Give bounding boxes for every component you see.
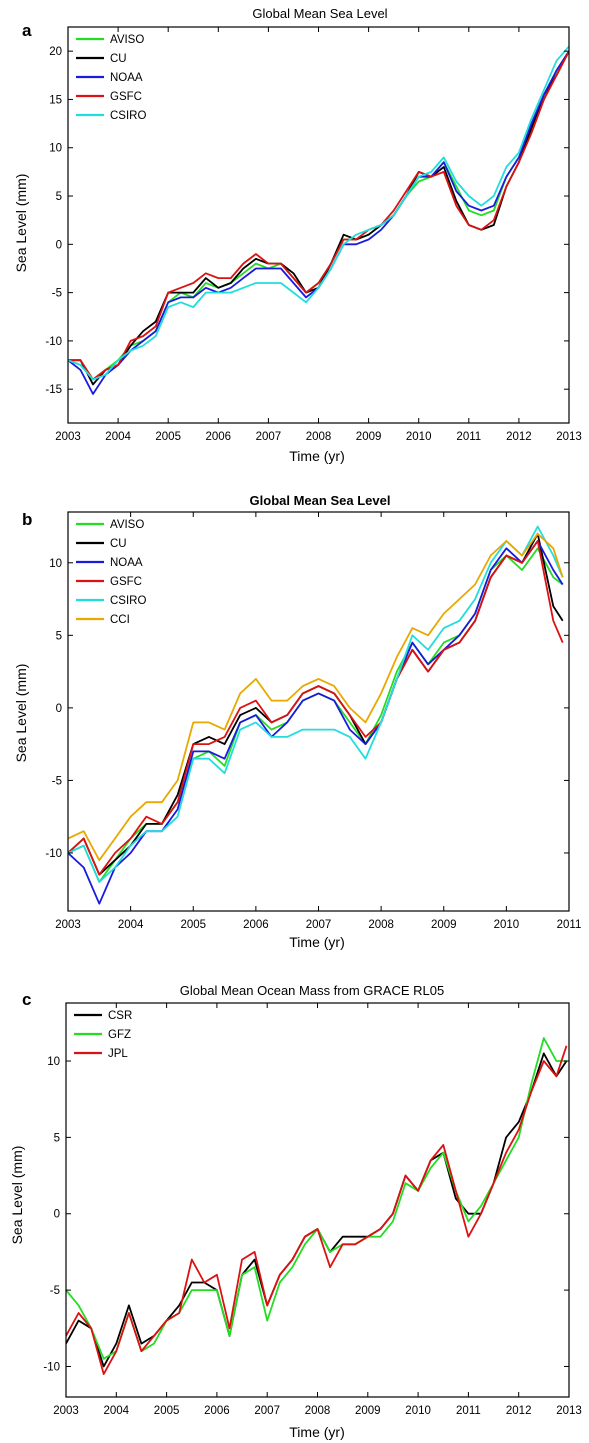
panel-a-xlabel: Time (yr) bbox=[289, 448, 344, 464]
panel-c-xtick-label: 2008 bbox=[305, 1405, 331, 1417]
panel-letter-c: c bbox=[22, 990, 31, 1009]
panel-a-ytick-label: 15 bbox=[49, 94, 62, 106]
panel-letter-a: a bbox=[22, 21, 32, 40]
panel-a-xtick-label: 2005 bbox=[155, 431, 181, 443]
panel-b-series-group bbox=[68, 525, 564, 905]
panel-a-ylabel: Sea Level (mm) bbox=[13, 174, 29, 273]
panel-c-title: Global Mean Ocean Mass from GRACE RL05 bbox=[180, 983, 444, 998]
panel-b-ytick-label: -5 bbox=[52, 775, 62, 787]
panel-c-xtick-label: 2011 bbox=[456, 1405, 481, 1417]
panel-a-title: Global Mean Sea Level bbox=[252, 6, 387, 21]
panel-b-title: Global Mean Sea Level bbox=[250, 493, 391, 508]
panel-a-xtick-label: 2004 bbox=[105, 431, 131, 443]
panel-b-legend-label-cu: CU bbox=[110, 538, 127, 550]
panel-c-series-group bbox=[66, 1037, 568, 1375]
panel-c-ytick-label: 10 bbox=[47, 1056, 60, 1068]
panel-a-xtick-label: 2012 bbox=[506, 431, 532, 443]
panel-a-ytick-label: 0 bbox=[56, 239, 62, 251]
panel-a-xtick-label: 2011 bbox=[456, 431, 481, 443]
panel-a-xtick-label: 2006 bbox=[206, 431, 232, 443]
panel-b-xtick-label: 2005 bbox=[180, 919, 206, 931]
panel-c-xtick-label: 2006 bbox=[204, 1405, 230, 1417]
panel-c-legend-label-gfz: GFZ bbox=[108, 1029, 131, 1041]
panel-a-legend-label-csiro: CSIRO bbox=[110, 110, 146, 122]
panel-b-xtick-label: 2009 bbox=[431, 919, 457, 931]
panel-b-ylabel: Sea Level (mm) bbox=[13, 664, 29, 763]
panel-b-series-gsfc-line bbox=[68, 540, 564, 876]
panel-c-xtick-label: 2005 bbox=[154, 1405, 180, 1417]
panel-c-series-gfz-line bbox=[66, 1037, 567, 1360]
panel-b-xtick-label: 2011 bbox=[557, 919, 582, 931]
panel-b-series-csiro-line bbox=[68, 525, 564, 883]
panel-b-ytick-label: 10 bbox=[49, 558, 62, 570]
panel-b-ytick-label: 5 bbox=[56, 630, 62, 642]
panel-b-ytick-label: 0 bbox=[56, 703, 62, 715]
panel-c-ytick-label: -5 bbox=[50, 1285, 60, 1297]
panel-c-axes-frame bbox=[65, 1002, 570, 1398]
panel-b-xtick-label: 2008 bbox=[368, 919, 394, 931]
panel-b-legend-label-gsfc: GSFC bbox=[110, 576, 142, 588]
panel-b-xtick-label: 2004 bbox=[118, 919, 144, 931]
panel-a-ytick-label: -5 bbox=[52, 288, 62, 300]
panel-a-series-csiro-line bbox=[68, 45, 569, 381]
panel-a-ytick-label: -10 bbox=[45, 336, 62, 348]
panel-a-legend-label-noaa: NOAA bbox=[110, 72, 143, 84]
panel-b-xtick-label: 2010 bbox=[494, 919, 520, 931]
panel-a-legend: AVISO CU NOAA GSFC CSIRO bbox=[76, 34, 146, 122]
panel-c-legend-label-csr: CSR bbox=[108, 1010, 132, 1022]
panel-c-xtick-label: 2010 bbox=[405, 1405, 431, 1417]
panel-a-xtick-label: 2013 bbox=[556, 431, 582, 443]
panel-c-series-csr-line bbox=[66, 1052, 568, 1368]
panel-c-xtick-label: 2007 bbox=[254, 1405, 280, 1417]
panel-a: a Global Mean Sea Level Time (yr) Sea Le… bbox=[13, 6, 582, 464]
panel-b-plot-area: 2003 2004 2005 2006 2007 2008 2009 2010 2011 -10 -… bbox=[45, 511, 582, 931]
panel-b-xtick-label: 2006 bbox=[243, 919, 269, 931]
panel-a-series-group bbox=[68, 45, 569, 395]
panel-c-plot-area: 2003 2004 2005 2006 2007 2008 2009 2010 2011 2012… bbox=[43, 1002, 582, 1417]
panel-c-xtick-label: 2004 bbox=[104, 1405, 130, 1417]
panel-a-legend-label-cu: CU bbox=[110, 53, 127, 65]
panel-letter-b: b bbox=[22, 510, 32, 529]
panel-b-xtick-label: 2003 bbox=[55, 919, 81, 931]
panel-c-series-jpl-line bbox=[66, 1045, 568, 1375]
panel-c-legend-label-jpl: JPL bbox=[108, 1048, 128, 1060]
panel-a-plot-area: 2003 2004 2005 2006 2007 2008 2009 2010 2011 2012… bbox=[45, 26, 582, 443]
panel-a-xtick-label: 2009 bbox=[356, 431, 382, 443]
panel-b-ytick-label: -10 bbox=[45, 848, 62, 860]
panel-c-xtick-label: 2003 bbox=[53, 1405, 79, 1417]
panel-c-ytick-label: 5 bbox=[54, 1132, 60, 1144]
panel-a-ytick-label: 5 bbox=[56, 191, 62, 203]
panel-c-ytick-label: -10 bbox=[43, 1361, 60, 1373]
panel-b-legend-label-csiro: CSIRO bbox=[110, 595, 146, 607]
panel-c-xtick-label: 2009 bbox=[355, 1405, 381, 1417]
panel-b: b Global Mean Sea Level Time (yr) Sea Le… bbox=[13, 493, 581, 950]
panel-c-ylabel: Sea Level (mm) bbox=[9, 1146, 25, 1245]
panel-b-legend-label-noaa: NOAA bbox=[110, 557, 143, 569]
panel-a-ytick-label: 10 bbox=[49, 143, 62, 155]
panel-a-legend-label-gsfc: GSFC bbox=[110, 91, 142, 103]
panel-c: c Global Mean Ocean Mass from GRACE RL05… bbox=[9, 983, 582, 1440]
panel-a-xtick-label: 2007 bbox=[256, 431, 282, 443]
panel-b-legend-label-aviso: AVISO bbox=[110, 519, 144, 531]
panel-b-xlabel: Time (yr) bbox=[289, 934, 344, 950]
panel-a-ytick-label: -15 bbox=[45, 384, 62, 396]
panel-c-xtick-label: 2012 bbox=[506, 1405, 532, 1417]
panel-c-xtick-label: 2013 bbox=[556, 1405, 582, 1417]
panel-c-legend: CSR GFZ JPL bbox=[74, 1010, 132, 1060]
panel-a-series-gsfc-line bbox=[68, 50, 569, 381]
panel-a-xtick-label: 2008 bbox=[306, 431, 332, 443]
panel-a-xtick-label: 2003 bbox=[55, 431, 81, 443]
panel-a-ytick-label: 20 bbox=[49, 46, 62, 58]
panel-b-legend: AVISO CU NOAA GSFC CSIRO CCI bbox=[76, 519, 146, 626]
panel-a-xtick-label: 2010 bbox=[406, 431, 432, 443]
panel-b-xtick-label: 2007 bbox=[306, 919, 332, 931]
panel-b-series-cci-line bbox=[68, 532, 564, 862]
panel-c-xlabel: Time (yr) bbox=[289, 1424, 344, 1440]
panel-b-legend-label-cci: CCI bbox=[110, 614, 130, 626]
panel-a-legend-label-aviso: AVISO bbox=[110, 34, 144, 46]
panel-c-ytick-label: 0 bbox=[54, 1209, 60, 1221]
